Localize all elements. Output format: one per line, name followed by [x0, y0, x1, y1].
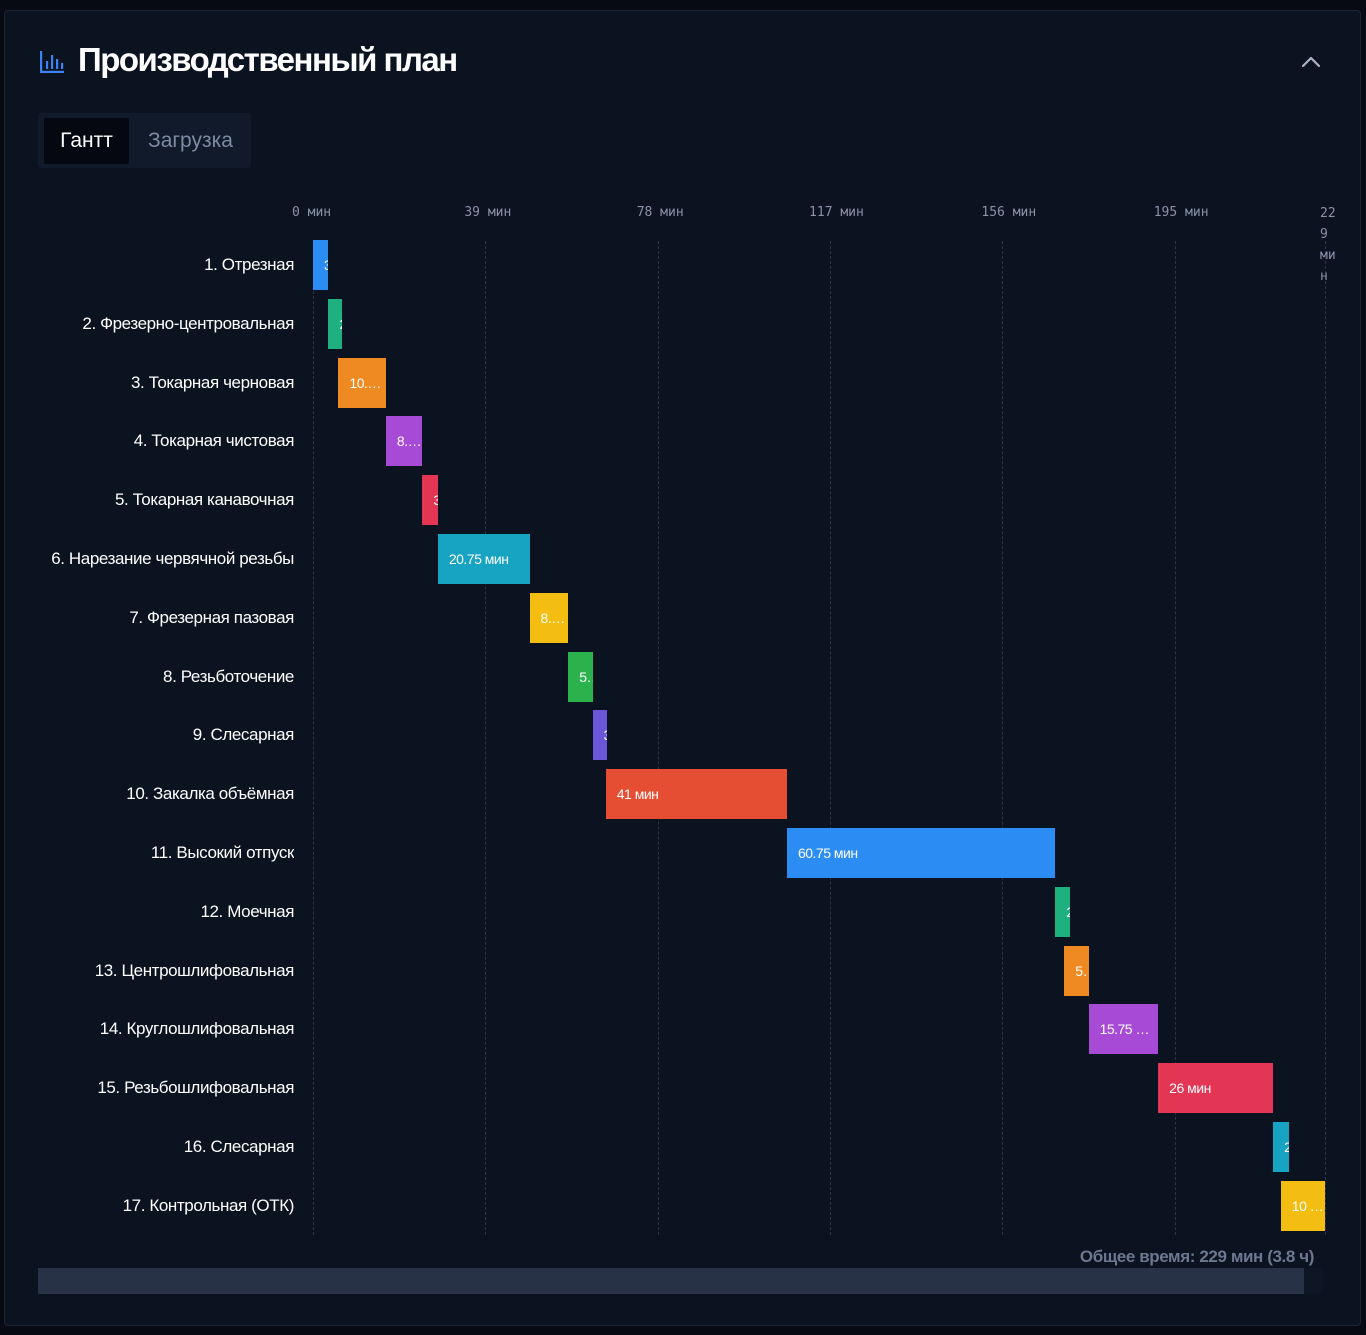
task-bar-label: 3 мин — [604, 710, 607, 760]
task-label: 1. Отрезная — [204, 255, 294, 274]
task-bar[interactable]: 60.75 мин — [786, 828, 1056, 878]
task-label: 5. Токарная канавочная — [114, 490, 294, 510]
task-bar-label: 2.5 мин — [1284, 1122, 1288, 1172]
task-bar[interactable]: 5.5 мин — [1064, 945, 1089, 996]
view-tabs: Гантт Загрузка — [38, 113, 251, 168]
task-label: 14. Круглошлифовальная — [99, 1019, 294, 1039]
task-bar[interactable]: 20.75 мин — [437, 534, 530, 584]
task-bar[interactable]: 8.25 мин — [385, 416, 423, 467]
x-tick-label: 39 мин — [464, 205, 512, 220]
task-bar-label: 2.25 мин — [339, 299, 342, 349]
task-label: 11. Высокий отпуск — [150, 843, 294, 862]
task-bar-label: 3.5 мин — [433, 475, 437, 525]
task-label: 9. Слесарная — [192, 725, 294, 745]
bar-chart-icon — [40, 51, 64, 73]
x-tick-label: 156 мин — [981, 205, 1037, 220]
x-tick-label: 78 мин — [636, 205, 684, 220]
gridline — [313, 241, 314, 1235]
task-bar[interactable]: 3.5 мин — [422, 475, 438, 526]
task-bar[interactable]: 5.5 мин — [568, 651, 593, 702]
tab-load[interactable]: Загрузка — [148, 129, 233, 152]
tab-gantt[interactable]: Гантт — [44, 118, 129, 164]
task-bar-label: 5.5 мин — [579, 668, 592, 685]
task-bar-label: 15.75 мин — [1099, 1021, 1159, 1038]
task-label: 17. Контрольная (ОТК) — [122, 1195, 294, 1215]
gridline — [485, 241, 487, 1235]
task-bar[interactable]: 3.5 мин — [313, 240, 329, 290]
task-bar-label: 5.5 мин — [1075, 962, 1088, 979]
task-bar[interactable]: 3 мин — [592, 710, 607, 761]
task-label: 7. Фрезерная пазовая — [129, 607, 294, 627]
task-bar[interactable]: 2.5 мин — [1055, 886, 1070, 937]
task-bar[interactable]: 2.5 мин — [1273, 1122, 1289, 1172]
scrollbar-thumb[interactable] — [38, 1268, 1304, 1294]
task-bar[interactable]: 41 мин — [605, 769, 787, 820]
task-bar-label: 20.75 мин — [448, 551, 509, 567]
total-time: Общее время: 229 мин (3.8 ч) — [1079, 1247, 1315, 1266]
gridline — [1325, 241, 1326, 1235]
task-bar-label: 3.5 мин — [324, 240, 328, 290]
gridline — [657, 241, 659, 1235]
task-label: 6. Нарезание червячной резьбы — [51, 549, 294, 568]
gridline — [1002, 241, 1004, 1235]
task-label: 13. Центрошлифовальная — [94, 960, 294, 980]
task-bar[interactable]: 10.75 мин — [338, 357, 386, 408]
page-title: Производственный план — [78, 41, 458, 78]
task-label: 2. Фрезерно-центровальная — [82, 313, 294, 333]
task-label: 8. Резьботочение — [163, 666, 294, 686]
task-label: 3. Токарная черновая — [130, 372, 294, 392]
task-bar-label: 2.5 мин — [1066, 887, 1069, 937]
task-bar-label: 26 мин — [1169, 1080, 1211, 1097]
task-bar-label: 10 мин — [1291, 1197, 1325, 1214]
task-bar[interactable]: 10 мин — [1280, 1180, 1325, 1231]
task-label: 10. Закалка объёмная — [126, 784, 294, 804]
task-label: 15. Резьбошлифовальная — [97, 1078, 294, 1098]
task-bar-label: 60.75 мин — [797, 845, 858, 861]
task-label: 4. Токарная чистовая — [133, 431, 294, 451]
task-label: 12. Моечная — [200, 901, 294, 921]
task-bar[interactable]: 15.75 мин — [1088, 1004, 1159, 1055]
chevron-up-icon[interactable] — [1299, 53, 1323, 71]
x-tick-label: 229 мин — [1320, 206, 1336, 284]
x-tick-label: 0 мин — [292, 205, 332, 220]
task-bar-label: 8.75 мин — [540, 609, 569, 626]
task-bar[interactable]: 26 мин — [1158, 1063, 1274, 1114]
task-bar[interactable]: 2.25 мин — [328, 298, 343, 349]
gridline — [1174, 241, 1176, 1235]
task-bar[interactable]: 8.75 мин — [529, 592, 569, 643]
gridline — [830, 241, 832, 1235]
task-bar-label: 8.25 мин — [396, 433, 423, 450]
horizontal-scrollbar[interactable] — [38, 1268, 1323, 1294]
task-bar-label: 10.75 мин — [349, 374, 386, 391]
x-tick-label: 195 мин — [1153, 205, 1209, 220]
task-bar-label: 41 мин — [616, 786, 659, 803]
production-plan-panel: Производственный план Гантт Загрузка 0 м… — [4, 10, 1361, 1326]
task-label: 16. Слесарная — [183, 1137, 294, 1156]
x-tick-label: 117 мин — [809, 205, 864, 220]
